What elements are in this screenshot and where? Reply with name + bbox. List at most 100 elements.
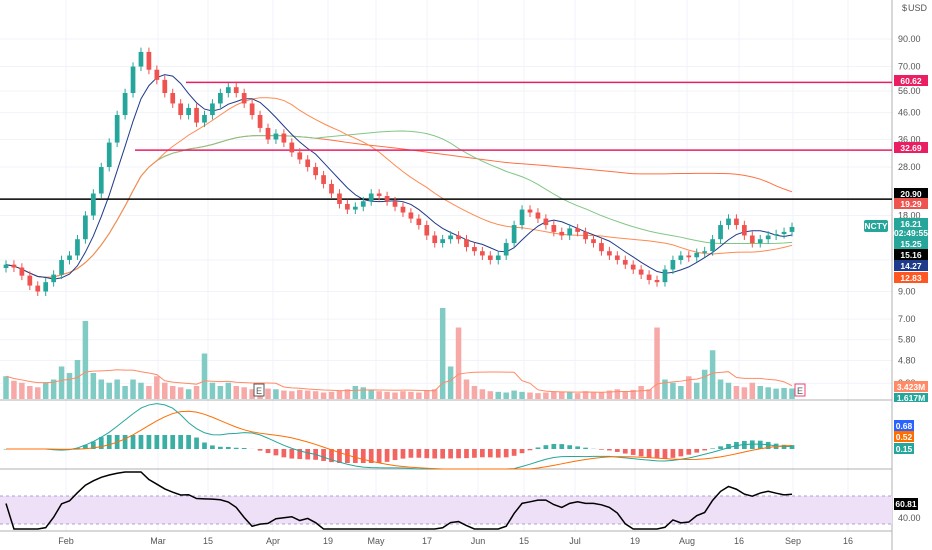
candle-body — [742, 225, 747, 236]
macd-histogram-bar — [456, 449, 461, 459]
macd-histogram-bar — [281, 449, 287, 458]
volume-bar — [693, 382, 700, 399]
volume-bar — [670, 382, 676, 399]
volume-bar — [439, 308, 446, 399]
macd-histogram-bar — [718, 446, 723, 449]
earnings-marker-1[interactable]: E — [253, 383, 265, 397]
macd-histogram-bar — [106, 435, 112, 449]
candle-body — [265, 127, 271, 140]
macd-histogram-bar — [694, 449, 700, 453]
volume-bar — [392, 392, 398, 399]
macd-histogram-bar — [337, 449, 342, 463]
macd-histogram-bar — [368, 449, 374, 463]
candle-body — [146, 51, 152, 70]
macd-label: 0.15 — [896, 444, 913, 454]
candle-body — [686, 255, 692, 258]
earnings-marker-2[interactable]: E — [794, 383, 806, 397]
macd-histogram-bar — [440, 449, 446, 459]
volume-bar — [479, 389, 486, 399]
volume-bar — [622, 391, 629, 399]
candle-body — [781, 231, 787, 235]
volume-bar — [789, 388, 795, 399]
volume-bar — [114, 379, 120, 399]
macd-histogram-bar — [535, 447, 541, 449]
volume-bar — [416, 392, 422, 399]
volume-value: 1.617M — [897, 393, 925, 403]
candle-body — [718, 225, 723, 240]
macd-histogram-bar — [186, 435, 191, 449]
candle-body — [35, 285, 41, 292]
candle-body — [638, 269, 644, 275]
candle-body — [527, 209, 533, 213]
time-tick: May — [367, 536, 385, 546]
macd-histogram-bar — [289, 449, 295, 459]
macd-histogram-bar — [345, 449, 350, 463]
moving-averages — [5, 74, 793, 280]
volume-bar — [487, 391, 494, 399]
volume-bar — [265, 388, 271, 399]
rsi-line — [5, 471, 793, 530]
candle-body — [614, 255, 620, 260]
time-tick: Jul — [569, 536, 581, 546]
ma-fast-line — [5, 74, 793, 280]
rsi-value: 60.81 — [895, 499, 917, 509]
candle-body — [3, 264, 9, 268]
macd-signal-line — [6, 410, 793, 470]
price-tick: 5.80 — [898, 335, 916, 345]
macd-histogram-bar — [146, 435, 152, 449]
macd-histogram-bar — [630, 449, 636, 455]
candle-body — [630, 264, 636, 270]
price-label-bg — [894, 227, 928, 238]
candle-body — [551, 225, 557, 232]
volume-ma-line — [5, 369, 793, 393]
time-tick: 15 — [519, 536, 529, 546]
volume-bar — [162, 382, 168, 399]
candle-body — [749, 235, 755, 244]
time-axis[interactable]: Feb Mar 15 Apr 19 May 17 Jun 15 Jul 19 Aug 16 Sep 16 — [58, 536, 853, 546]
price-label: 15.25 — [900, 239, 922, 249]
grid — [0, 0, 892, 531]
volume-bar — [11, 380, 17, 399]
currency-label: USD — [908, 3, 928, 13]
price-tick: 28.00 — [898, 162, 921, 172]
time-tick: 19 — [323, 536, 333, 546]
volume-bar — [400, 391, 406, 399]
candle-body — [178, 103, 184, 116]
volume-bar — [138, 382, 144, 399]
candle-body — [622, 259, 628, 265]
candle-body — [249, 103, 255, 116]
volume-bar — [606, 390, 613, 399]
earnings-marker-label: E — [256, 386, 262, 396]
macd-line — [6, 403, 793, 470]
time-tick: 15 — [203, 536, 213, 546]
candle-body — [646, 274, 652, 280]
time-tick: 17 — [422, 536, 432, 546]
volume-bar — [662, 379, 668, 399]
candle-body — [225, 87, 231, 94]
macd-histogram-bar — [360, 449, 366, 463]
candle-body — [408, 212, 414, 219]
macd-histogram-bar — [241, 448, 247, 449]
volume-bar — [58, 366, 65, 399]
candle-body — [313, 167, 318, 176]
volume-bar — [757, 386, 763, 399]
candle-body — [591, 239, 596, 244]
time-tick: Aug — [679, 536, 695, 546]
volume-bar — [598, 392, 605, 399]
volume-bar — [686, 376, 692, 399]
candlesticks — [3, 47, 795, 296]
macd-histogram-bar — [257, 449, 263, 451]
volume-bar — [654, 327, 660, 399]
candle-body — [122, 93, 128, 116]
macd-histogram-bar — [265, 449, 271, 454]
macd-histogram-bar — [154, 435, 160, 449]
volume-bar — [98, 379, 105, 399]
candle-body — [392, 201, 398, 207]
candle-body — [583, 231, 588, 240]
candle-body — [67, 255, 72, 260]
candle-body — [789, 226, 795, 232]
volume-bar — [717, 379, 724, 399]
candle-body — [281, 133, 287, 143]
